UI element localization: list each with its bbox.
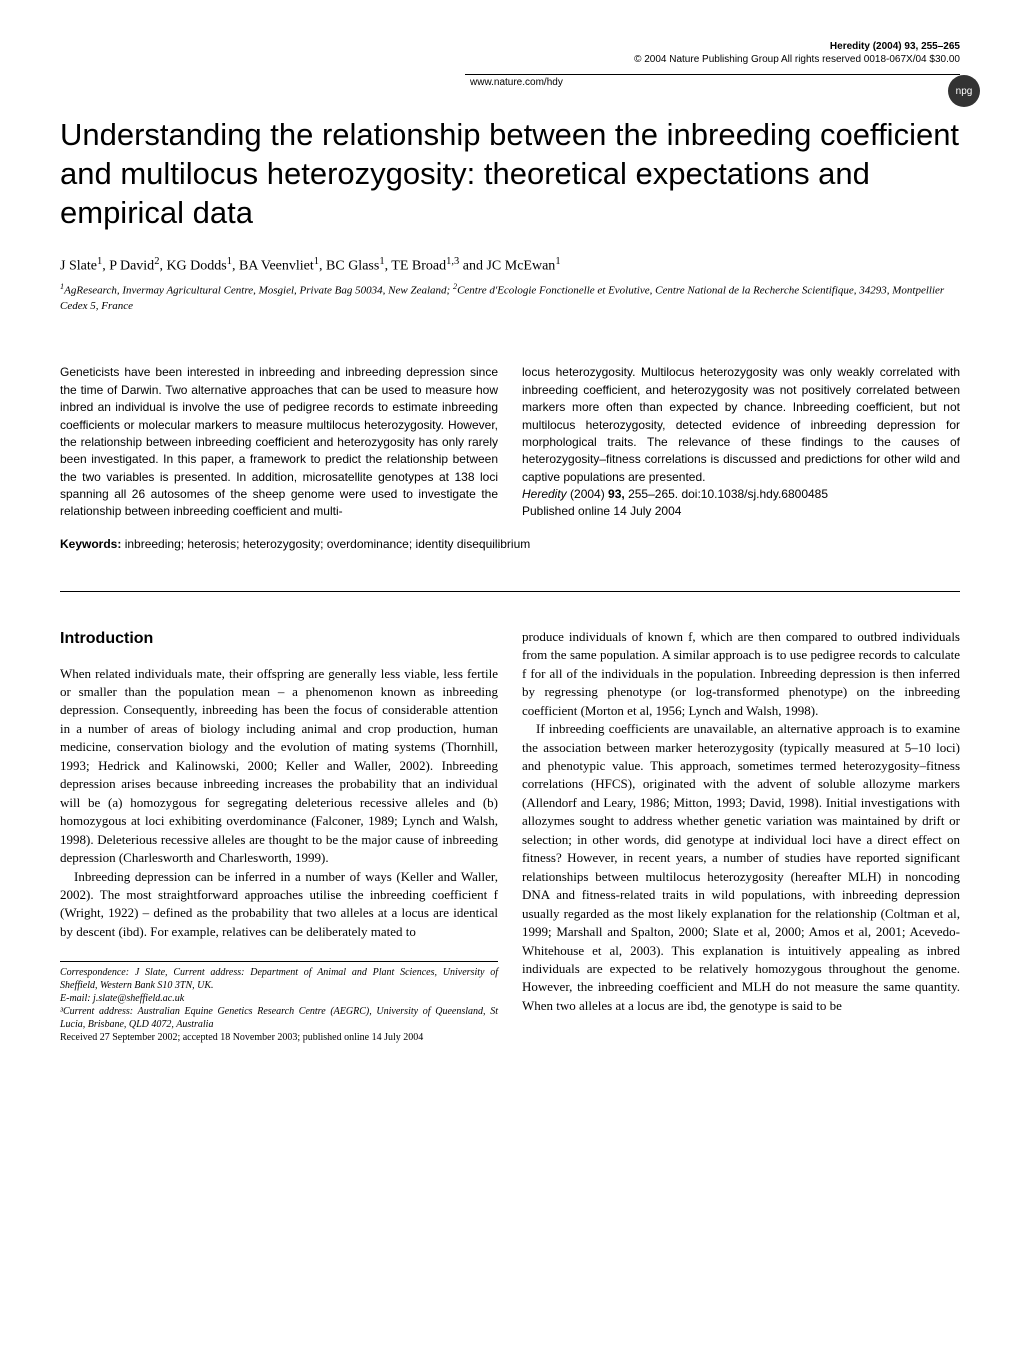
abstract: Geneticists have been interested in inbr… (60, 364, 960, 521)
article-title: Understanding the relationship between t… (60, 116, 960, 232)
npg-logo-text: npg (956, 86, 973, 97)
header-rule (465, 74, 960, 75)
journal-header: Heredity (2004) 93, 255–265 © 2004 Natur… (60, 40, 960, 66)
correspondence-footer: Correspondence: J Slate, Current address… (60, 961, 498, 1044)
journal-citation: Heredity (2004) 93, 255–265 (830, 41, 960, 52)
keywords-rule (60, 591, 960, 592)
keywords-line: Keywords: inbreeding; heterosis; heteroz… (60, 537, 960, 551)
body-right-column: produce individuals of known f, which ar… (522, 628, 960, 1045)
abstract-right-column: locus heterozygosity. Multilocus heteroz… (522, 364, 960, 521)
copyright-line: © 2004 Nature Publishing Group All right… (634, 54, 960, 65)
body-paragraph: When related individuals mate, their off… (60, 665, 498, 868)
affiliations: 1AgResearch, Invermay Agricultural Centr… (60, 281, 960, 314)
received-dates: Received 27 September 2002; accepted 18 … (60, 1032, 423, 1043)
abstract-published-line: Published online 14 July 2004 (522, 504, 681, 518)
abstract-citation: Heredity (2004) 93, 255–265. doi:10.1038… (522, 487, 828, 501)
abstract-left-text: Geneticists have been interested in inbr… (60, 365, 498, 518)
abstract-left-column: Geneticists have been interested in inbr… (60, 364, 498, 521)
journal-url: www.nature.com/hdy (60, 77, 960, 88)
body-paragraph: produce individuals of known f, which ar… (522, 628, 960, 720)
correspondence-email: E-mail: j.slate@sheffield.ac.uk (60, 993, 184, 1004)
keywords-text: inbreeding; heterosis; heterozygosity; o… (121, 537, 530, 551)
current-address-note: ³Current address: Australian Equine Gene… (60, 1006, 498, 1030)
body-left-column: Introduction When related individuals ma… (60, 628, 498, 1045)
abstract-right-text: locus heterozygosity. Multilocus heteroz… (522, 365, 960, 483)
body-paragraph: If inbreeding coefficients are unavailab… (522, 720, 960, 1015)
correspondence-text: Correspondence: J Slate, Current address… (60, 967, 498, 991)
keywords-label: Keywords: (60, 537, 121, 551)
body-text: Introduction When related individuals ma… (60, 628, 960, 1045)
body-paragraph: Inbreeding depression can be inferred in… (60, 868, 498, 942)
introduction-heading: Introduction (60, 628, 498, 651)
author-list: J Slate1, P David2, KG Dodds1, BA Veenvl… (60, 256, 960, 275)
npg-logo-badge: npg (948, 75, 980, 107)
